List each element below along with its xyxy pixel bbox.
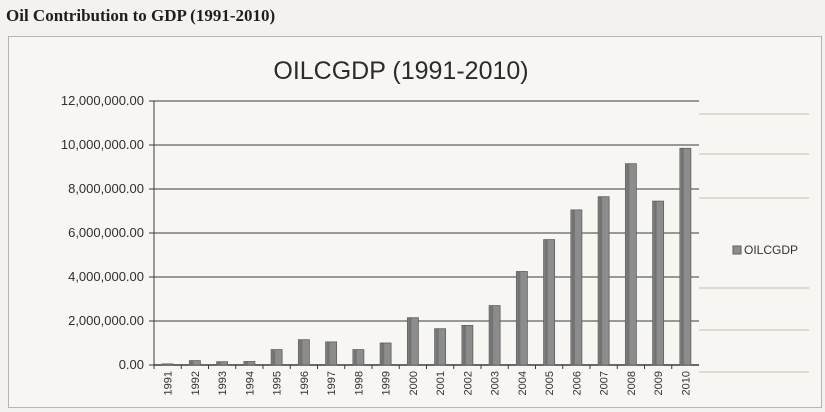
bar-shade-1993 xyxy=(217,361,221,365)
y-tick-label: 2,000,000.00 xyxy=(68,313,144,328)
bar-2006 xyxy=(570,209,583,366)
x-tick-label: 2000 xyxy=(408,371,420,395)
bar-1995 xyxy=(270,349,283,366)
x-tick-label: 2010 xyxy=(680,371,692,395)
bar-shade-2000 xyxy=(408,317,412,365)
y-tick-label: 6,000,000.00 xyxy=(68,225,144,240)
bar-shade-2010 xyxy=(680,148,684,365)
y-tick-label: 12,000,000.00 xyxy=(61,93,144,108)
bar-1996 xyxy=(297,339,310,366)
bar-1998 xyxy=(352,349,365,366)
bar-1992 xyxy=(188,360,201,366)
bar-2007 xyxy=(597,196,610,366)
x-tick-label: 2009 xyxy=(653,371,665,395)
bar-2010 xyxy=(679,147,692,366)
bar-shade-1994 xyxy=(244,361,248,365)
x-tick-label: 2004 xyxy=(517,371,529,395)
bar-shade-1992 xyxy=(190,360,194,365)
oil-gdp-bar-chart: OILCGDP (1991-2010) 0.00 2,000,000.00 4,00… xyxy=(61,57,809,395)
bar-shade-1998 xyxy=(353,349,357,365)
x-tick-label: 2003 xyxy=(490,371,502,395)
x-tick-label: 2005 xyxy=(544,371,556,395)
x-tick-label: 1994 xyxy=(244,371,256,395)
bar-shade-2002 xyxy=(462,325,466,365)
x-tick-label: 2008 xyxy=(626,371,638,395)
chart-frame: OILCGDP (1991-2010) 0.00 2,000,000.00 4,00… xyxy=(8,36,822,408)
bar-shade-2004 xyxy=(517,271,521,365)
bar-1994 xyxy=(243,361,256,366)
x-tick-label: 1996 xyxy=(299,371,311,395)
x-tick-label: 1991 xyxy=(163,371,175,395)
x-tick-label: 2002 xyxy=(462,371,474,395)
background-show-through xyxy=(699,113,809,373)
y-tick-label: 0.00 xyxy=(119,357,144,372)
bar-shade-2008 xyxy=(626,163,630,365)
bar-shade-1991 xyxy=(163,363,167,365)
bar-2009 xyxy=(652,200,665,366)
bar-2004 xyxy=(515,271,528,366)
bar-shade-1997 xyxy=(326,341,330,365)
bar-shade-2009 xyxy=(653,201,657,365)
document-heading: Oil Contribution to GDP (1991-2010) xyxy=(6,6,276,25)
x-tick-label: 1998 xyxy=(353,371,365,395)
x-tick-label: 2007 xyxy=(599,371,611,395)
bar-1993 xyxy=(216,361,229,366)
bar-2005 xyxy=(543,239,556,366)
bar-1999 xyxy=(379,342,392,366)
x-axis-ticks: 1991 1992 1993 1994 1995 1996 1997 1998 1999 2000… xyxy=(153,365,692,395)
bar-2003 xyxy=(488,305,501,366)
bar-2002 xyxy=(461,324,474,366)
x-tick-label: 1993 xyxy=(217,371,229,395)
bar-shade-2006 xyxy=(571,209,575,365)
x-tick-label: 1999 xyxy=(381,371,393,395)
x-tick-label: 1995 xyxy=(272,371,284,395)
legend: OILCGDP xyxy=(732,243,798,257)
bar-1991 xyxy=(161,363,174,366)
grid-lines xyxy=(149,100,699,366)
bar-shade-2007 xyxy=(599,196,603,365)
x-tick-label: 2006 xyxy=(571,371,583,395)
y-tick-label: 4,000,000.00 xyxy=(68,269,144,284)
legend-label: OILCGDP xyxy=(744,243,798,257)
bar-2000 xyxy=(406,317,419,366)
bar-shade-2005 xyxy=(544,239,548,365)
x-tick-label: 1997 xyxy=(326,371,338,395)
x-tick-label: 2001 xyxy=(435,371,447,395)
bar-shade-2003 xyxy=(490,305,494,365)
bars xyxy=(161,147,692,366)
x-tick-label: 1992 xyxy=(190,371,202,395)
bar-2001 xyxy=(434,328,447,366)
bar-2008 xyxy=(624,163,637,366)
legend-swatch xyxy=(732,245,742,255)
bar-shade-2001 xyxy=(435,328,439,365)
y-tick-label: 10,000,000.00 xyxy=(61,137,144,152)
bar-shade-1999 xyxy=(381,343,385,365)
bar-shade-1996 xyxy=(299,339,303,365)
bar-1997 xyxy=(325,341,338,366)
y-axis-ticks: 0.00 2,000,000.00 4,000,000.00 6,000,000.00… xyxy=(61,93,144,372)
chart-title: OILCGDP (1991-2010) xyxy=(273,57,528,85)
bar-shade-1995 xyxy=(272,349,276,365)
y-tick-label: 8,000,000.00 xyxy=(68,181,144,196)
